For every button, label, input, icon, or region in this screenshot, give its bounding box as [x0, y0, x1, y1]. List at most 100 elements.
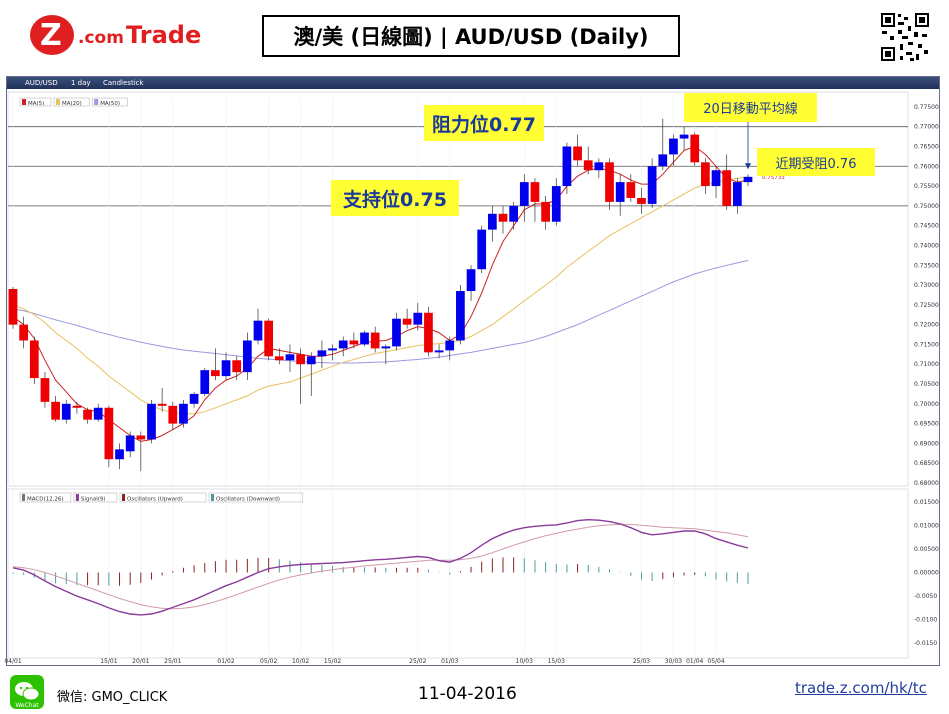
instrument-tab[interactable]: AUD/USD — [25, 79, 58, 87]
candle-body — [583, 160, 593, 171]
candle-body — [690, 134, 700, 163]
legend-swatch — [56, 99, 60, 105]
candle-body — [317, 350, 327, 357]
candle-body — [434, 350, 444, 353]
ma50-line — [12, 260, 749, 364]
osc-legend-swatch — [122, 494, 125, 501]
candle-body — [519, 182, 529, 206]
candle-body — [669, 138, 678, 155]
x-tick-label: 04/01 — [4, 658, 21, 665]
candle-body — [242, 340, 252, 373]
chart-style-tab[interactable]: Candlestick — [103, 79, 144, 87]
svg-text:.com: .com — [78, 28, 124, 48]
x-tick-label: 05/04 — [707, 658, 724, 665]
candle-body — [466, 269, 476, 291]
candle-body — [221, 360, 231, 377]
candle-body — [615, 182, 625, 202]
price-tick-label: 0.68000 — [914, 480, 939, 487]
osc-tick-label: -0.0050 — [914, 593, 937, 600]
price-legend-label: MA(5) — [28, 101, 44, 107]
price-tick-label: 0.75000 — [914, 203, 939, 210]
qr-code — [880, 12, 930, 62]
x-tick-label: 30/03 — [665, 658, 682, 665]
price-tick-label: 0.71000 — [914, 361, 939, 368]
candle-body — [93, 407, 103, 420]
candle-body — [104, 407, 114, 460]
candle-body — [722, 170, 732, 206]
candle-body — [658, 154, 668, 167]
candle-body — [115, 449, 124, 460]
report-date: 11-04-2016 — [418, 684, 517, 704]
candle-body — [381, 346, 391, 349]
x-tick-label: 10/03 — [516, 658, 533, 665]
candle-body — [701, 162, 710, 187]
osc-legend-box — [119, 492, 207, 503]
candle-body — [72, 405, 82, 408]
candle-body — [168, 405, 178, 424]
osc-legend-label: MACD(12,26) — [27, 497, 64, 503]
price-tick-label: 0.74000 — [914, 242, 939, 249]
candle-body — [487, 213, 497, 230]
x-tick-label: 01/03 — [441, 658, 458, 665]
legend-box — [19, 97, 52, 107]
candle-body — [424, 312, 433, 353]
website-link[interactable]: trade.z.com/hk/tc — [795, 679, 927, 697]
osc-tick-label: -0.0100 — [914, 617, 937, 624]
price-tick-label: 0.71500 — [914, 341, 939, 348]
price-legend-label: MA(50) — [100, 101, 120, 107]
osc-legend-box — [19, 492, 72, 503]
x-tick-label: 10/02 — [292, 658, 309, 665]
signal-line — [12, 523, 749, 610]
candle-body — [477, 229, 487, 270]
candle-body — [413, 312, 423, 325]
candle-body — [711, 170, 721, 187]
candle-body — [61, 403, 71, 420]
candle-body — [179, 403, 188, 424]
candle-body — [211, 370, 220, 377]
candle-body — [456, 290, 465, 341]
osc-legend-swatch — [211, 494, 214, 501]
x-tick-label: 25/02 — [409, 658, 426, 665]
resistance-callout: 阻力位0.77 — [424, 105, 544, 141]
candle-body — [594, 162, 604, 171]
price-tick-label: 0.73000 — [914, 282, 939, 289]
candle-body — [530, 182, 540, 202]
svg-text:Z: Z — [40, 18, 62, 53]
price-tick-label: 0.76500 — [914, 143, 939, 150]
candle-body — [40, 378, 50, 402]
x-tick-label: 05/02 — [260, 658, 277, 665]
legend-swatch — [22, 99, 26, 105]
candle-body — [637, 197, 646, 204]
candle-body — [647, 166, 657, 204]
candle-body — [679, 134, 689, 139]
osc-legend-box — [73, 492, 118, 503]
candle-body — [274, 356, 284, 361]
candle-body — [29, 340, 39, 379]
candle-body — [253, 320, 263, 341]
osc-tick-label: 0.00500 — [914, 546, 939, 553]
zcom-trade-logo: Z .com Trade — [30, 15, 201, 55]
candle-body — [264, 320, 274, 357]
price-tick-label: 0.69000 — [914, 440, 939, 447]
candle-body — [232, 360, 242, 373]
candle-body — [189, 393, 199, 404]
candle-body — [19, 324, 29, 341]
candle-body — [147, 403, 156, 440]
candle-body — [573, 146, 582, 161]
x-tick-label: 15/01 — [100, 658, 117, 665]
price-tick-label: 0.75500 — [914, 183, 939, 190]
timeframe-tab[interactable]: 1 day — [71, 79, 91, 87]
ma5-line — [12, 145, 749, 442]
candle-body — [605, 162, 614, 202]
osc-legend-label: Signal(9) — [81, 497, 106, 503]
candle-body — [509, 205, 519, 222]
price-tick-label: 0.68500 — [914, 460, 939, 467]
oscillator-panel — [7, 488, 909, 659]
chart-title: 澳/美 (日線圖) | AUD/USD (Daily) — [262, 15, 680, 57]
osc-legend-label: Oscillators (Upward) — [127, 497, 183, 503]
x-tick-label: 15/03 — [548, 658, 565, 665]
price-legend-label: MA(20) — [62, 101, 82, 107]
legend-box — [53, 97, 90, 107]
price-tick-label: 0.74500 — [914, 223, 939, 230]
candle-body — [306, 356, 316, 365]
